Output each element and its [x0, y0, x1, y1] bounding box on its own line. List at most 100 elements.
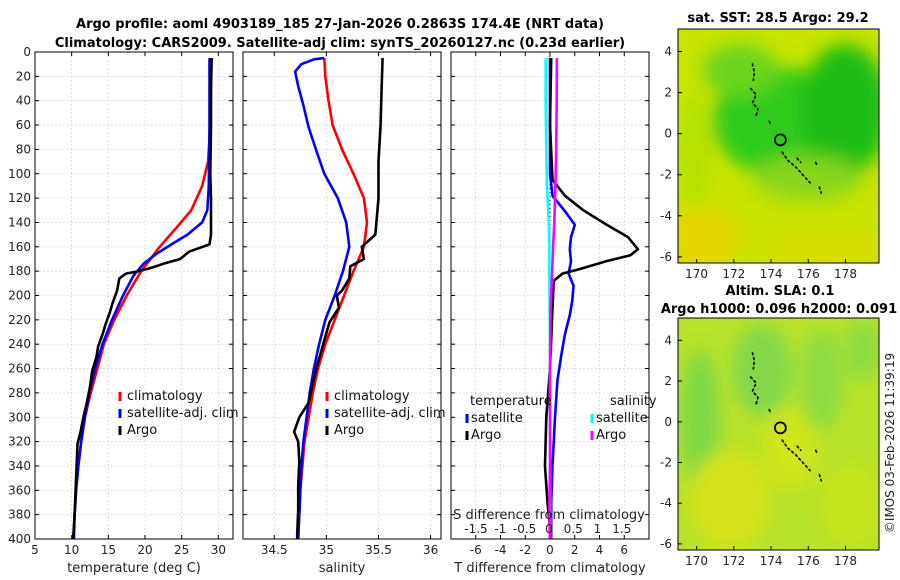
series-line-salinity-argo [548, 58, 559, 539]
map-x-tick-label: 172 [722, 554, 745, 568]
x-tick-label: 5 [31, 543, 39, 557]
x-tick-label: -6 [470, 543, 482, 557]
sla-map: 170 172 174 176 178 -6 -4 -2 0 2 4 [660, 317, 880, 568]
island-outline-0 [751, 351, 756, 370]
legend-label: climatology [334, 389, 410, 404]
series-line-temperature-argo [543, 58, 640, 539]
x-tick-label: 15 [101, 543, 116, 557]
map-x-tick-label: 170 [685, 554, 708, 568]
x-tick-label: 6 [620, 543, 628, 557]
legend-label: Argo [127, 423, 157, 438]
y-tick-label: 220 [8, 313, 31, 327]
argo-location-marker [773, 133, 787, 147]
x-tick-label: 4 [596, 543, 604, 557]
map-y-tick-label: 4 [664, 333, 672, 347]
legend-label: satellite-adj. clim [334, 406, 446, 421]
x-tick-label: 36 [423, 543, 438, 557]
y-tick-label: 180 [8, 264, 31, 278]
island-outline-3 [781, 151, 811, 184]
series-group [71, 58, 213, 539]
map-y-tick-label: 0 [664, 127, 672, 141]
island-outline-4 [814, 449, 819, 456]
island-outline-1 [749, 376, 759, 405]
map-y-tick-label: -6 [660, 250, 672, 264]
x-tick-label: 10 [64, 543, 79, 557]
axes-frame [450, 51, 650, 540]
x-tick-label: -2 [519, 543, 531, 557]
map-y-tick-label: -4 [660, 209, 672, 223]
sla-map-frame [677, 317, 880, 551]
series-line-satellite-adj-clim [72, 58, 211, 539]
y-tick-label: 100 [8, 167, 31, 181]
map-y-tick-label: -2 [660, 168, 672, 182]
series-line-argo [292, 58, 384, 539]
sst-map-field [678, 44, 879, 263]
s-difference-tick-label: 0.5 [564, 522, 583, 536]
island-outline-1 [749, 87, 759, 116]
x-tick-label: 34.5 [261, 543, 288, 557]
difference-panel: -6 -4 -2 0 2 4 6 T difference from climatology t… [450, 51, 657, 576]
series-line-satellite-adj-clim [293, 56, 351, 539]
sst-map-title: sat. SST: 28.5 Argo: 29.2 [687, 11, 868, 26]
y-tick-label: 60 [16, 118, 31, 132]
map-x-tick-label: 178 [834, 554, 857, 568]
axes-frame [34, 51, 234, 540]
x-tick-label: -4 [495, 543, 507, 557]
island-outline-5 [818, 473, 823, 482]
x-tick-label: 2 [571, 543, 579, 557]
island-outline-2 [768, 408, 772, 415]
legend-label-salinity: satellite [596, 411, 648, 426]
x-tick-label: 25 [174, 543, 189, 557]
s-difference-tick-label: -0.5 [513, 522, 536, 536]
island-outline-3 [781, 439, 811, 472]
sla-map-field [680, 320, 879, 550]
map-y-tick-label: 2 [664, 86, 672, 100]
sst-map: 170 172 174 176 178 -6 -4 -2 0 2 4 [660, 28, 880, 281]
y-tick-label: 280 [8, 386, 31, 400]
map-y-tick-label: 4 [664, 45, 672, 59]
s-difference-tick-label: -1 [494, 522, 506, 536]
x-tick-label: 30 [211, 543, 226, 557]
series-line-climatology [71, 58, 213, 539]
y-tick-label: 160 [8, 240, 31, 254]
map-y-tick-label: 0 [664, 415, 672, 429]
temperature-panel: 0 20 40 60 80 100 120 140 160 180 200 220 240 260 280 3… [8, 45, 239, 576]
island-outline-2 [768, 120, 772, 127]
y-tick-label: 360 [8, 483, 31, 497]
figure-title-line2: Climatology: CARS2009. Satellite-adj cli… [55, 36, 625, 51]
legend-label: climatology [127, 389, 203, 404]
x-axis-label: temperature (deg C) [67, 561, 201, 576]
s-difference-axis-label: S difference from climatology [453, 508, 645, 523]
sla-map-title: Altim. SLA: 0.1 [726, 284, 835, 299]
map-x-tick-label: 176 [797, 267, 820, 281]
y-tick-label: 40 [16, 94, 31, 108]
x-tick-label: 0 [546, 543, 554, 557]
legend-label-temperature: Argo [471, 428, 501, 443]
y-tick-label: 120 [8, 191, 31, 205]
y-tick-label: 140 [8, 215, 31, 229]
s-difference-tick-label: -1.5 [464, 522, 487, 536]
x-tick-label: 35 [319, 543, 334, 557]
salinity-panel: 34.5 35 35.5 36 salinity climatology satellite… [242, 51, 446, 576]
series-line-temperature-satellite [548, 58, 577, 539]
argo-location-marker [773, 421, 787, 435]
map-x-tick-label: 174 [760, 554, 783, 568]
map-y-tick-label: -2 [660, 455, 672, 469]
figure-title-line1: Argo profile: aoml 4903189_185 27-Jan-20… [76, 17, 604, 32]
legend-title-temperature: temperature [470, 394, 552, 409]
sla-map-subtitle: Argo h1000: 0.096 h2000: 0.091 [661, 302, 897, 317]
y-tick-label: 400 [8, 532, 31, 546]
map-x-tick-label: 174 [760, 267, 783, 281]
legend-label-salinity: Argo [596, 428, 626, 443]
y-tick-label: 380 [8, 508, 31, 522]
y-tick-label: 200 [8, 289, 31, 303]
map-y-tick-label: -4 [660, 496, 672, 510]
island-outline-6 [796, 445, 802, 452]
legend-label: satellite-adj. clim [127, 406, 239, 421]
legend-label: Argo [334, 423, 364, 438]
sst-map-frame [677, 28, 880, 264]
x-axis-label: T difference from climatology [453, 561, 646, 576]
legend-label-temperature: satellite [471, 411, 523, 426]
y-tick-label: 80 [16, 142, 31, 156]
